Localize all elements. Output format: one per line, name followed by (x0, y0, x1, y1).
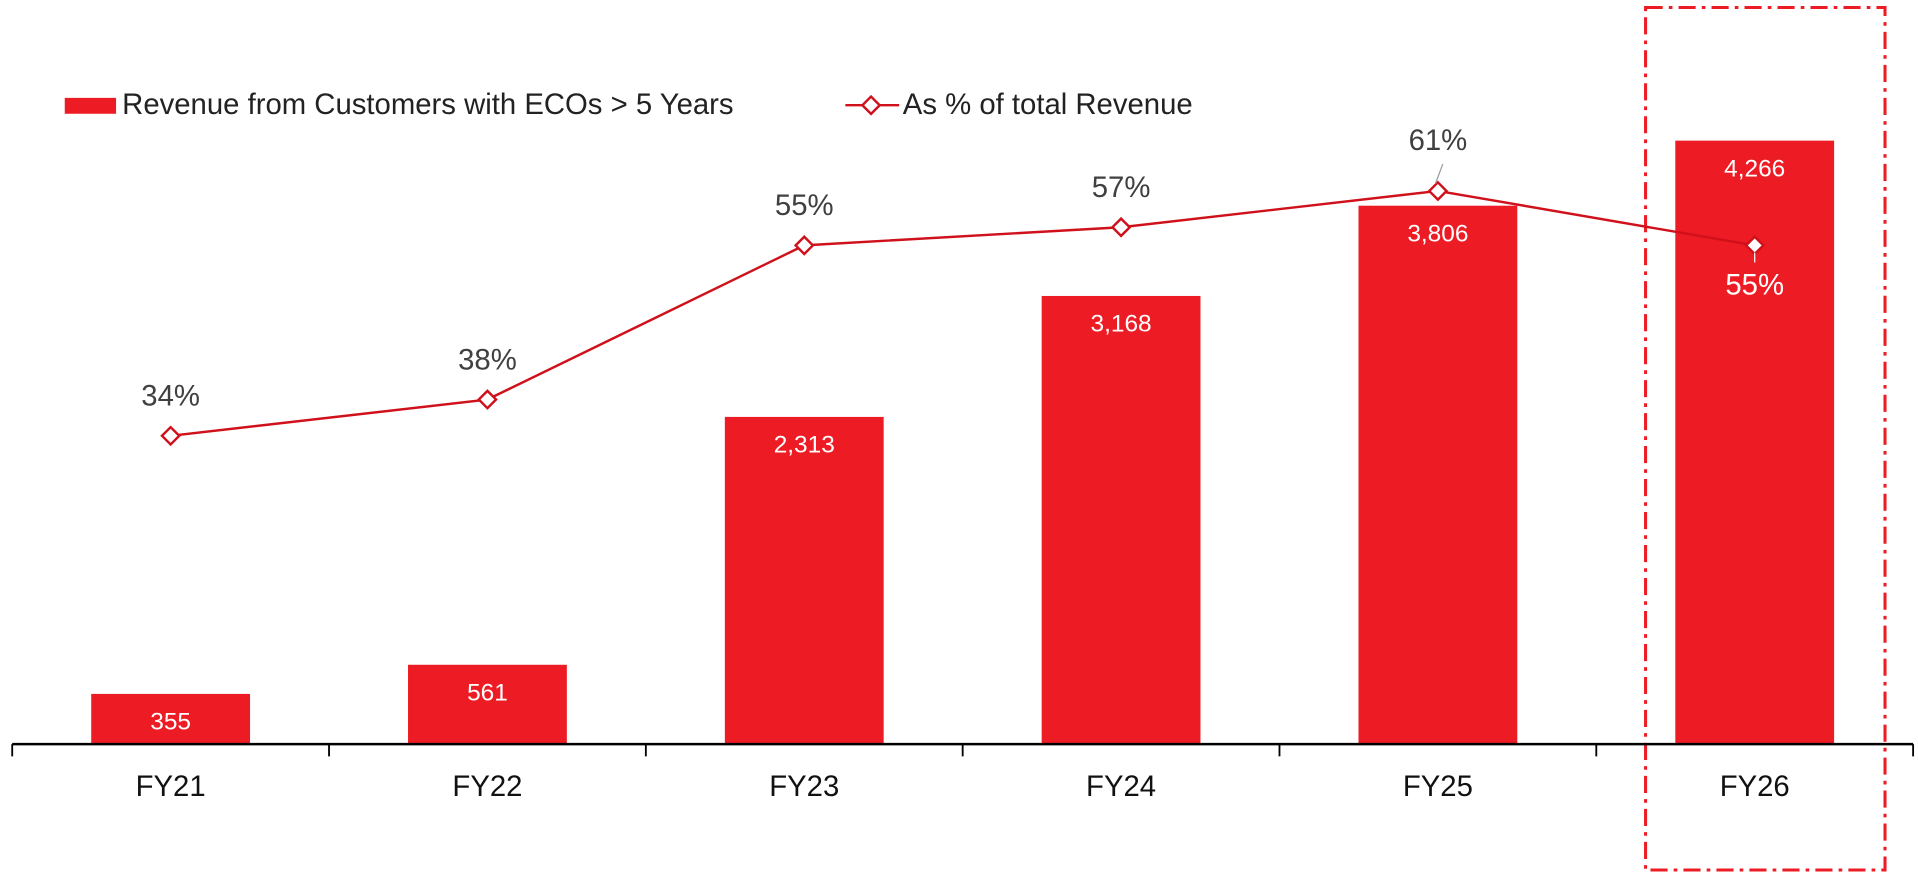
line-marker (477, 389, 498, 410)
line-marker (160, 425, 181, 447)
x-tick-label: FY22 (452, 770, 522, 803)
line-marker (1744, 235, 1766, 256)
bar-value-label: 355 (150, 709, 191, 736)
legend-swatch-bar (64, 97, 117, 114)
x-tick-label: FY24 (1086, 770, 1156, 803)
bar (1358, 205, 1518, 745)
bar (1675, 140, 1835, 745)
line-value-label: 55% (1725, 269, 1784, 302)
line (170, 189, 1755, 438)
x-tick-label: FY23 (769, 770, 839, 803)
bar-value-label: 3,168 (1091, 311, 1152, 338)
line-value-label: 61% (1409, 124, 1468, 157)
legend-label: As % of total Revenue (903, 88, 1193, 121)
line-value-label: 34% (141, 380, 200, 413)
bar (724, 416, 884, 745)
line-marker (1427, 180, 1449, 202)
line-value-label: 55% (775, 189, 834, 222)
bar (1041, 295, 1201, 745)
leader-line (1434, 163, 1444, 184)
x-tick-label: FY21 (136, 770, 206, 803)
bar-value-label: 4,266 (1724, 155, 1785, 182)
line-value-label: 57% (1092, 171, 1151, 204)
line-marker (793, 235, 815, 256)
legend: Revenue from Customers with ECOs > 5 Yea… (64, 88, 1193, 121)
bar (408, 664, 567, 745)
line-value-label: 38% (458, 343, 517, 376)
line-marker (1110, 216, 1132, 238)
bar-value-label: 2,313 (774, 432, 835, 459)
legend-marker (860, 94, 882, 116)
bar-value-label: 3,806 (1407, 220, 1468, 247)
x-tick-label: FY26 (1720, 770, 1790, 803)
highlight-box (1644, 5, 1887, 872)
bar (91, 693, 251, 745)
legend-label: Revenue from Customers with ECOs > 5 Yea… (122, 88, 733, 121)
bar-value-label: 561 (467, 680, 508, 707)
x-tick-label: FY25 (1403, 770, 1473, 803)
